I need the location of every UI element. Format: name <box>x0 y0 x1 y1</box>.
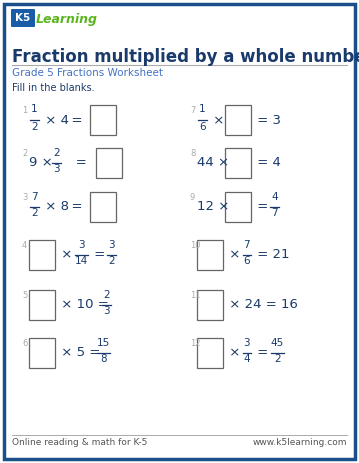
Text: =: = <box>63 200 91 213</box>
Text: 3: 3 <box>103 307 110 317</box>
Bar <box>29 240 55 270</box>
Text: 45: 45 <box>271 338 284 348</box>
Bar <box>225 105 251 135</box>
Text: ×: × <box>225 249 244 262</box>
Text: ×: × <box>57 249 76 262</box>
Text: Learning: Learning <box>36 13 98 26</box>
Text: = 3: = 3 <box>253 113 281 126</box>
Bar <box>29 290 55 320</box>
Text: 6: 6 <box>22 339 27 348</box>
Text: 2: 2 <box>53 148 60 157</box>
Text: 8: 8 <box>190 149 195 158</box>
Text: 4: 4 <box>271 192 278 201</box>
Text: ×: × <box>209 113 228 126</box>
Text: 1: 1 <box>22 106 27 115</box>
Text: Fraction multiplied by a whole number: Fraction multiplied by a whole number <box>12 48 359 66</box>
Text: 2: 2 <box>108 257 115 267</box>
Text: 15: 15 <box>97 338 110 348</box>
Text: 3: 3 <box>53 164 60 175</box>
Text: 44 ×: 44 × <box>197 156 233 169</box>
Bar <box>197 240 223 270</box>
Bar <box>29 338 55 368</box>
Text: ×: × <box>225 346 244 359</box>
Text: × 8: × 8 <box>41 200 69 213</box>
Text: Grade 5 Fractions Worksheet: Grade 5 Fractions Worksheet <box>12 68 163 78</box>
Bar <box>224 148 251 178</box>
Text: 3: 3 <box>108 239 115 250</box>
Bar <box>90 192 116 222</box>
Text: 12 ×: 12 × <box>197 200 234 213</box>
Bar <box>90 105 116 135</box>
Text: 2: 2 <box>31 208 38 219</box>
Text: 7: 7 <box>243 239 250 250</box>
Bar <box>96 148 122 178</box>
Text: = 4: = 4 <box>252 156 280 169</box>
Text: × 5 =: × 5 = <box>57 346 104 359</box>
Text: Online reading & math for K-5: Online reading & math for K-5 <box>12 438 148 447</box>
Text: K5: K5 <box>15 13 31 23</box>
FancyBboxPatch shape <box>11 9 35 27</box>
Text: 1: 1 <box>31 105 38 114</box>
Text: =: = <box>90 249 109 262</box>
Text: 4: 4 <box>22 241 27 250</box>
Text: 3: 3 <box>22 193 27 202</box>
Text: 4: 4 <box>243 355 250 364</box>
Text: 3: 3 <box>243 338 250 348</box>
Text: = 21: = 21 <box>253 249 290 262</box>
Text: 7: 7 <box>271 208 278 219</box>
Text: Fill in the blanks.: Fill in the blanks. <box>12 83 95 93</box>
Text: 7: 7 <box>31 192 38 201</box>
Text: × 10 =: × 10 = <box>57 299 113 312</box>
Text: 2: 2 <box>274 355 281 364</box>
Text: 8: 8 <box>100 355 107 364</box>
Text: 10: 10 <box>190 241 200 250</box>
Text: 9 ×: 9 × <box>29 156 57 169</box>
Text: 11: 11 <box>190 291 200 300</box>
Text: 1: 1 <box>199 105 206 114</box>
Text: =: = <box>63 156 95 169</box>
Text: 2: 2 <box>22 149 27 158</box>
Text: www.k5learning.com: www.k5learning.com <box>252 438 347 447</box>
Bar <box>224 192 251 222</box>
Text: 3: 3 <box>78 239 84 250</box>
Text: 6: 6 <box>243 257 250 267</box>
Text: 6: 6 <box>199 121 206 131</box>
Text: 5: 5 <box>22 291 27 300</box>
Text: =: = <box>252 200 272 213</box>
Text: 2: 2 <box>103 289 110 300</box>
Text: 14: 14 <box>75 257 88 267</box>
Text: 12: 12 <box>190 339 200 348</box>
Text: 7: 7 <box>190 106 195 115</box>
Text: =: = <box>63 113 91 126</box>
Bar <box>197 290 223 320</box>
Text: 9: 9 <box>190 193 195 202</box>
Text: × 24 = 16: × 24 = 16 <box>225 299 298 312</box>
Bar <box>197 338 223 368</box>
Text: 2: 2 <box>31 121 38 131</box>
Text: × 4: × 4 <box>41 113 69 126</box>
Text: =: = <box>253 346 273 359</box>
